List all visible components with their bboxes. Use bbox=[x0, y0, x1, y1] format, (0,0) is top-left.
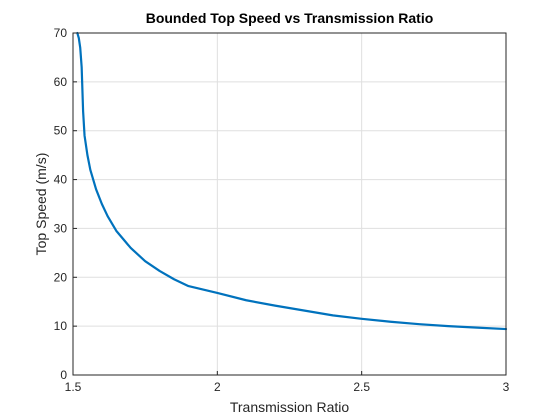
y-tick-label: 50 bbox=[54, 124, 68, 138]
plot-area-frame bbox=[72, 32, 507, 376]
y-tick-label: 20 bbox=[54, 270, 68, 284]
x-tick-label: 2.5 bbox=[353, 380, 370, 394]
y-tick-label: 30 bbox=[54, 221, 68, 235]
x-tick-label: 2 bbox=[214, 380, 221, 394]
y-tick-label: 10 bbox=[54, 319, 68, 333]
x-tick-label: 3 bbox=[503, 380, 510, 394]
y-tick-label: 40 bbox=[54, 173, 68, 187]
y-tick-label: 0 bbox=[60, 368, 67, 382]
x-axis-label: Transmission Ratio bbox=[230, 399, 350, 415]
chart-title: Bounded Top Speed vs Transmission Ratio bbox=[146, 10, 434, 26]
grid bbox=[72, 32, 507, 376]
series-line bbox=[76, 31, 508, 331]
y-tick-label: 70 bbox=[54, 26, 68, 40]
series-layer bbox=[76, 31, 508, 331]
y-tick-label: 60 bbox=[54, 75, 68, 89]
x-tick-label: 1.5 bbox=[65, 380, 82, 394]
y-axis-label: Top Speed (m/s) bbox=[33, 153, 49, 256]
